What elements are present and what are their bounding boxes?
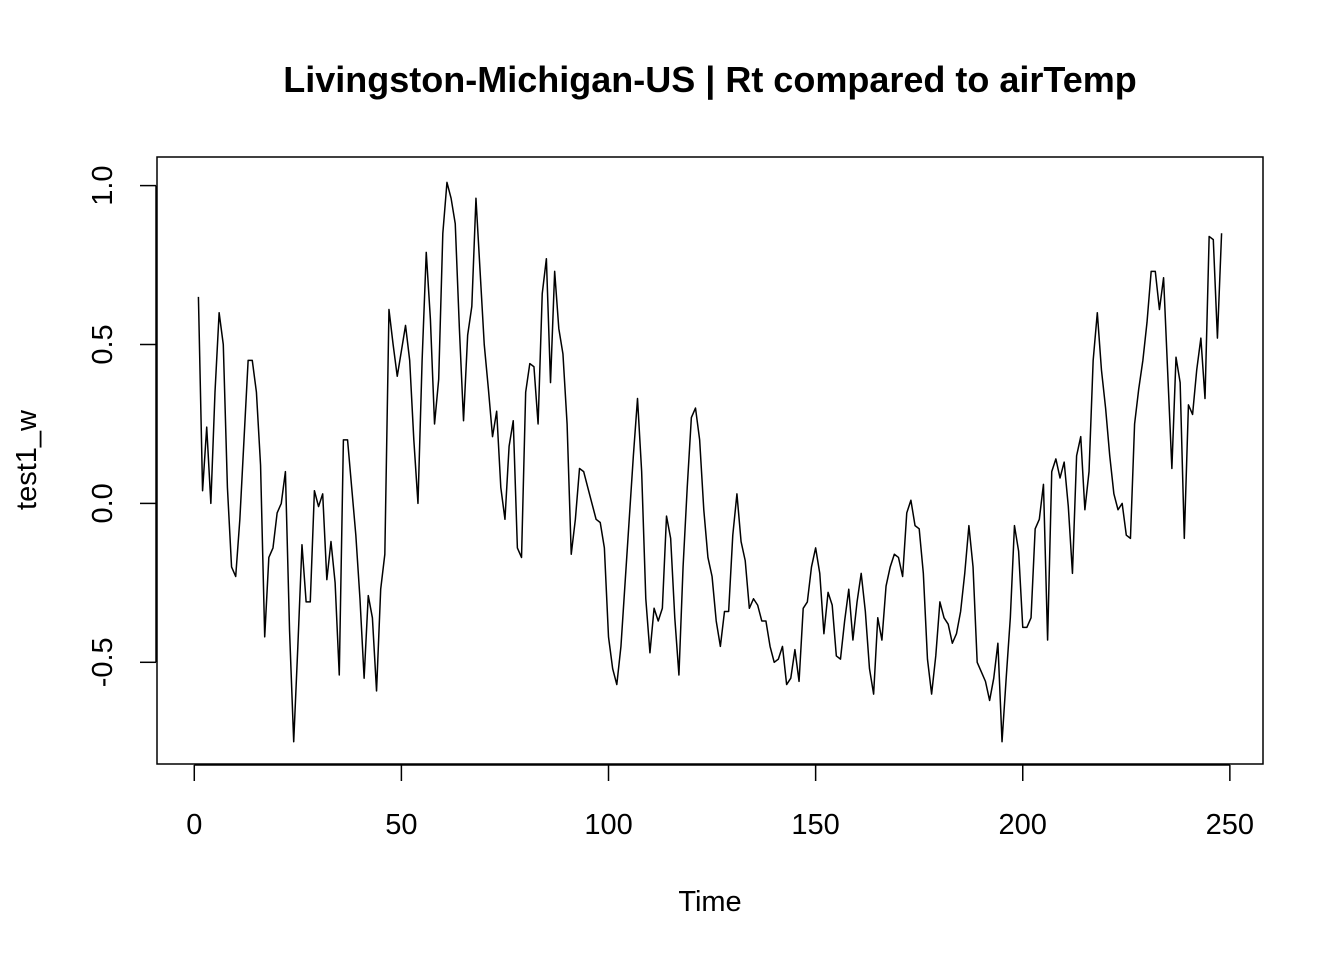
y-axis-label: test1_w — [11, 409, 43, 510]
y-tick-label: 1.0 — [87, 165, 119, 205]
chart-title: Livingston-Michigan-US | Rt compared to … — [283, 59, 1136, 101]
x-tick-label: 100 — [584, 809, 632, 841]
x-axis-label: Time — [678, 886, 741, 918]
plot-frame — [156, 156, 1264, 765]
x-tick-label: 200 — [999, 809, 1047, 841]
x-tick-label: 50 — [385, 809, 417, 841]
y-tick-label: 0.0 — [87, 483, 119, 523]
x-tick-label: 0 — [186, 809, 202, 841]
y-axis: -0.5 0.0 0.5 1.0 — [87, 165, 157, 687]
x-tick-label: 150 — [791, 809, 839, 841]
x-tick-label: 250 — [1206, 809, 1254, 841]
y-tick-label: 0.5 — [87, 324, 119, 364]
y-tick-label: -0.5 — [87, 637, 119, 687]
series-line — [197, 181, 1223, 743]
x-axis: 0 50 100 150 200 250 — [186, 764, 1254, 841]
